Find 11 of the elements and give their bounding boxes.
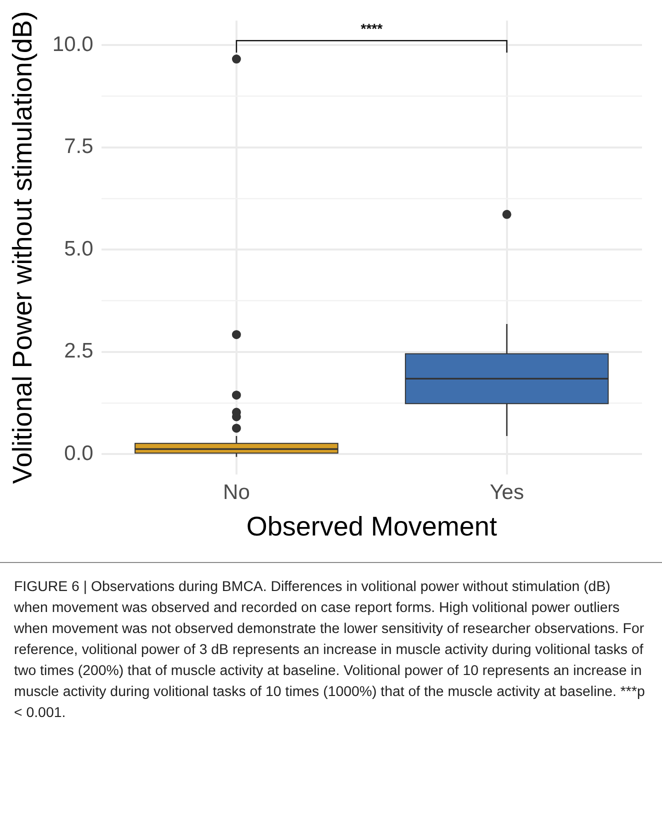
y-tick-label: 0.0 — [64, 442, 94, 465]
y-tick-label: 10.0 — [52, 32, 94, 56]
y-tick-label: 2.5 — [64, 340, 94, 363]
y-axis-title: Volitional Power without stimulation(dB) — [8, 11, 38, 484]
y-tick-label: 7.5 — [64, 135, 94, 158]
annotation: **** — [360, 20, 384, 36]
caption: FIGURE 6 | Observations during BMCA. Differences in volitional power without stimulation (dB) when movement was observed and recorded on case report forms. High volitional power outliers when movement was not observed demonstrate the lower sensitivity of researcher observations. For reference, volitional power of 3 dB represents an increase in muscle activity during volitional tasks of two times (200%) that of muscle activity at baseline. Volitional power of 10 represents an increase in muscle activity during volitional tasks of 10 times (1000%) that of the muscle activity at baseline. ***p < 0.001. — [14, 578, 646, 723]
y-tick-label: 5.0 — [64, 237, 94, 260]
x-tick-label: No — [223, 480, 250, 504]
x-tick-label: Yes — [490, 480, 524, 504]
x-axis-title: Observed Movement — [246, 511, 498, 542]
